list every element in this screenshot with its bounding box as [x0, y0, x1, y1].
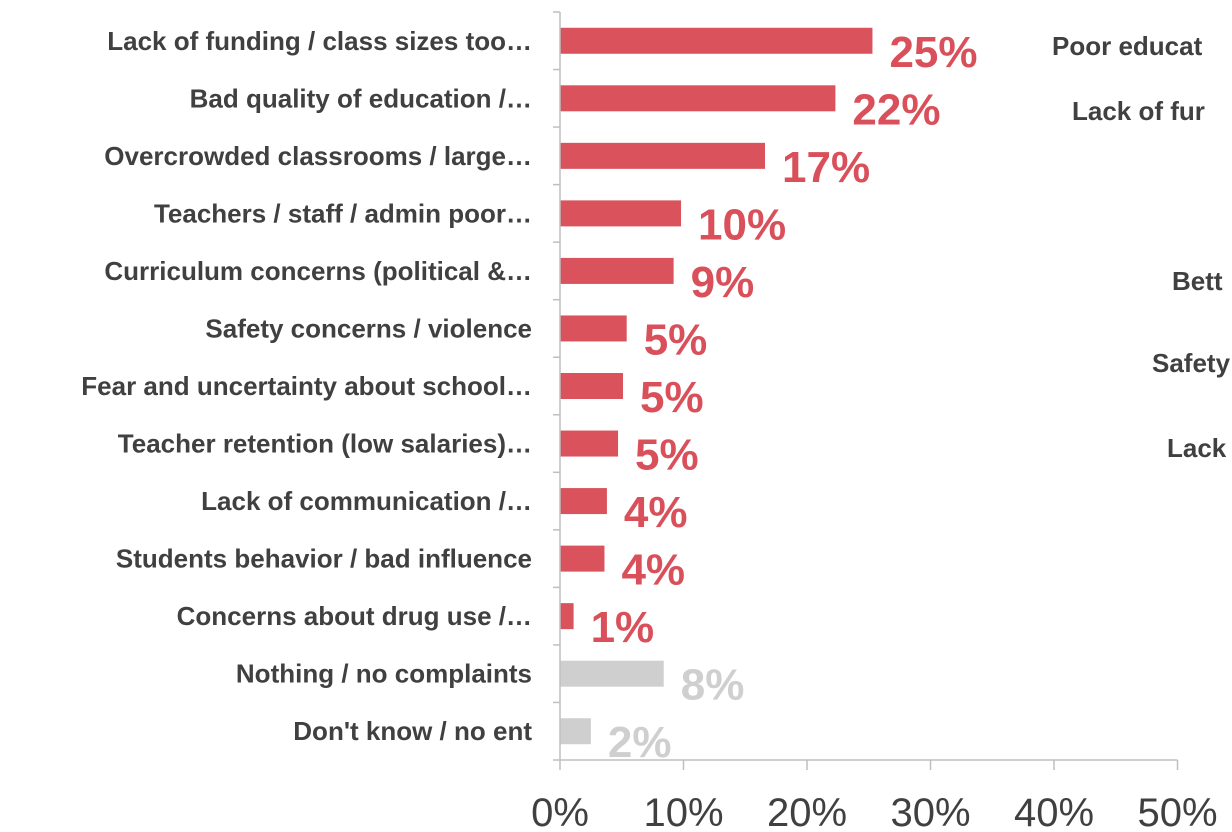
x-tick-label: 10% [643, 791, 723, 832]
value-label: 5% [635, 431, 699, 480]
right-panel-label: Lack of fur [1072, 96, 1205, 126]
bar-6 [560, 373, 623, 399]
x-tick-label: 40% [1014, 791, 1094, 832]
bar-1 [560, 85, 836, 112]
category-label: Curriculum concerns (political &… [104, 256, 532, 286]
category-label: Overcrowded classrooms / large… [104, 141, 532, 171]
bar-3 [560, 200, 682, 227]
category-label: Lack of communication /… [201, 486, 532, 516]
value-label: 4% [624, 488, 688, 537]
x-tick-label: 50% [1137, 791, 1217, 832]
bar-11 [560, 660, 664, 687]
category-label: Bad quality of education /… [190, 83, 532, 113]
bar-10 [560, 603, 574, 630]
right-panel-label: Lack [1167, 433, 1227, 463]
value-label: 8% [681, 661, 745, 710]
value-label: 9% [691, 258, 755, 307]
value-label: 17% [782, 143, 870, 192]
value-label: 5% [640, 373, 704, 422]
value-label: 22% [852, 85, 940, 134]
bars-group [560, 27, 873, 745]
value-label: 25% [889, 28, 977, 77]
category-label: Teacher retention (low salaries)… [118, 429, 532, 459]
bar-9 [560, 545, 605, 572]
category-label: Lack of funding / class sizes too… [107, 26, 532, 56]
value-label: 2% [608, 718, 672, 767]
tick-labels-group: 0% 10% 20% 30% 40% 50% [531, 791, 1217, 832]
value-label: 4% [621, 546, 685, 595]
category-label: Fear and uncertainty about school… [81, 371, 532, 401]
bar-7 [560, 430, 619, 457]
x-tick-label: 20% [767, 791, 847, 832]
value-label: 5% [644, 315, 708, 364]
category-label: Concerns about drug use /… [177, 601, 532, 631]
category-label: Safety concerns / violence [205, 313, 532, 343]
category-label: Teachers / staff / admin poor… [154, 198, 532, 228]
x-tick-label: 30% [890, 791, 970, 832]
bar-8 [560, 488, 607, 515]
bar-0 [560, 27, 873, 54]
right-panel-label: Poor educat [1052, 31, 1203, 61]
value-label: 10% [698, 200, 786, 249]
right-panel-label: Safety [1152, 348, 1231, 378]
bar-2 [560, 142, 766, 169]
bar-12 [560, 718, 591, 745]
right-panel-label: Bett [1172, 266, 1223, 296]
category-label: Nothing / no complaints [236, 659, 532, 689]
value-label: 1% [591, 603, 655, 652]
axes-group [553, 11, 1179, 770]
bar-5 [560, 315, 627, 342]
x-tick-label: 0% [531, 791, 589, 832]
category-label: Don't know / no ent [293, 716, 532, 746]
right-panel-labels-group: Poor educat Lack of fur Bett Safety Lack [1052, 31, 1231, 463]
bar-4 [560, 257, 674, 284]
category-label: Students behavior / bad influence [116, 544, 532, 574]
category-labels-group: Lack of funding / class sizes too… Bad qu… [81, 26, 532, 746]
value-labels-group: 25% 22% 17% 10% 9% 5% 5% 5% 4% 4% 1% 8%2% [591, 28, 978, 767]
